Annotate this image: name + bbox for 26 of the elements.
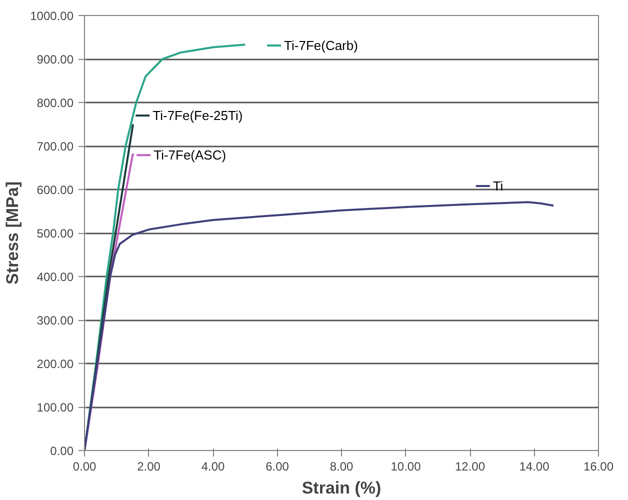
y-tick-label: 300.00 bbox=[36, 314, 74, 328]
y-tick-label: 500.00 bbox=[36, 226, 74, 240]
y-axis-title: Stress [MPa] bbox=[3, 182, 22, 284]
x-tick-label: 4.00 bbox=[201, 460, 226, 474]
x-tick-label: 0.00 bbox=[72, 460, 97, 474]
line-series bbox=[84, 201, 555, 450]
x-axis-title: Strain (%) bbox=[302, 478, 382, 498]
x-tick-label: 8.00 bbox=[330, 460, 354, 474]
y-tick-label: 600.00 bbox=[36, 183, 74, 197]
y-tick-label: 800.00 bbox=[36, 96, 74, 110]
y-tick-label: 900.00 bbox=[36, 52, 74, 66]
x-tick-label: 12.00 bbox=[454, 460, 486, 474]
y-tick-label: 0.00 bbox=[50, 444, 74, 458]
x-tick-label: 6.00 bbox=[266, 460, 290, 474]
x-tick-label: 2.00 bbox=[137, 460, 161, 474]
legend-label: Ti-7Fe(Fe-25Ti) bbox=[152, 108, 243, 124]
y-tick-label: 200.00 bbox=[36, 357, 74, 371]
y-tick-label: 100.00 bbox=[36, 400, 74, 414]
y-tick-label: 400.00 bbox=[36, 270, 74, 284]
legend-label: Ti-7Fe(ASC) bbox=[154, 148, 226, 163]
y-tick-label: 700.00 bbox=[36, 140, 74, 154]
x-tick-label: 16.00 bbox=[583, 460, 614, 474]
legend-label: Ti-7Fe(Carb) bbox=[284, 38, 358, 54]
x-tick-label: 14.00 bbox=[519, 460, 550, 474]
y-tick-label: 1000.00 bbox=[30, 9, 74, 23]
x-tick-label: 10.00 bbox=[390, 460, 422, 474]
